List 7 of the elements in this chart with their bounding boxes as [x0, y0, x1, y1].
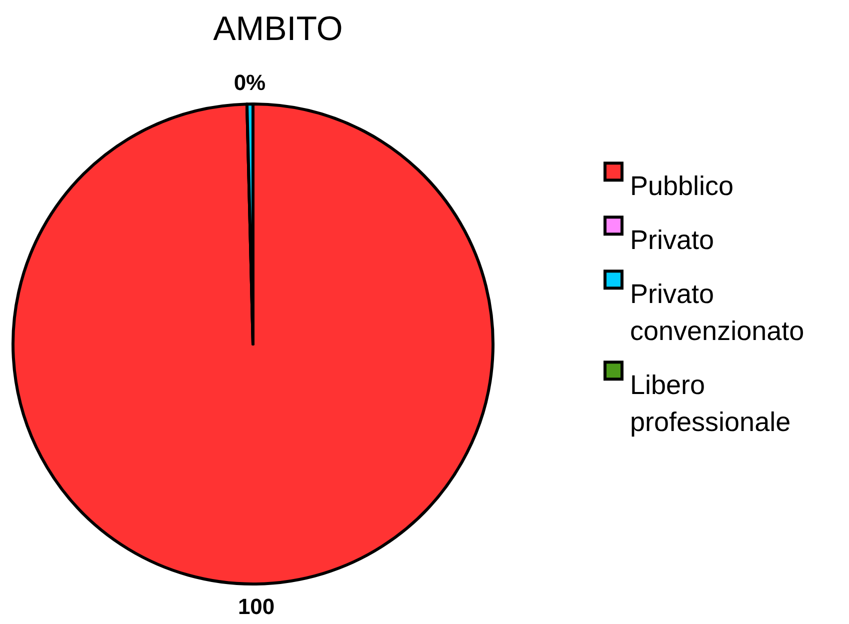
legend-label: Libero professionale [630, 370, 791, 437]
legend-label: Privato [630, 225, 714, 255]
chart-title: AMBITO [213, 10, 343, 48]
legend-label: Privato convenzionato [630, 279, 804, 346]
data-label: 0% [234, 70, 266, 96]
data-label: 100 [238, 594, 275, 619]
legend-label: Pubblico [630, 171, 734, 201]
